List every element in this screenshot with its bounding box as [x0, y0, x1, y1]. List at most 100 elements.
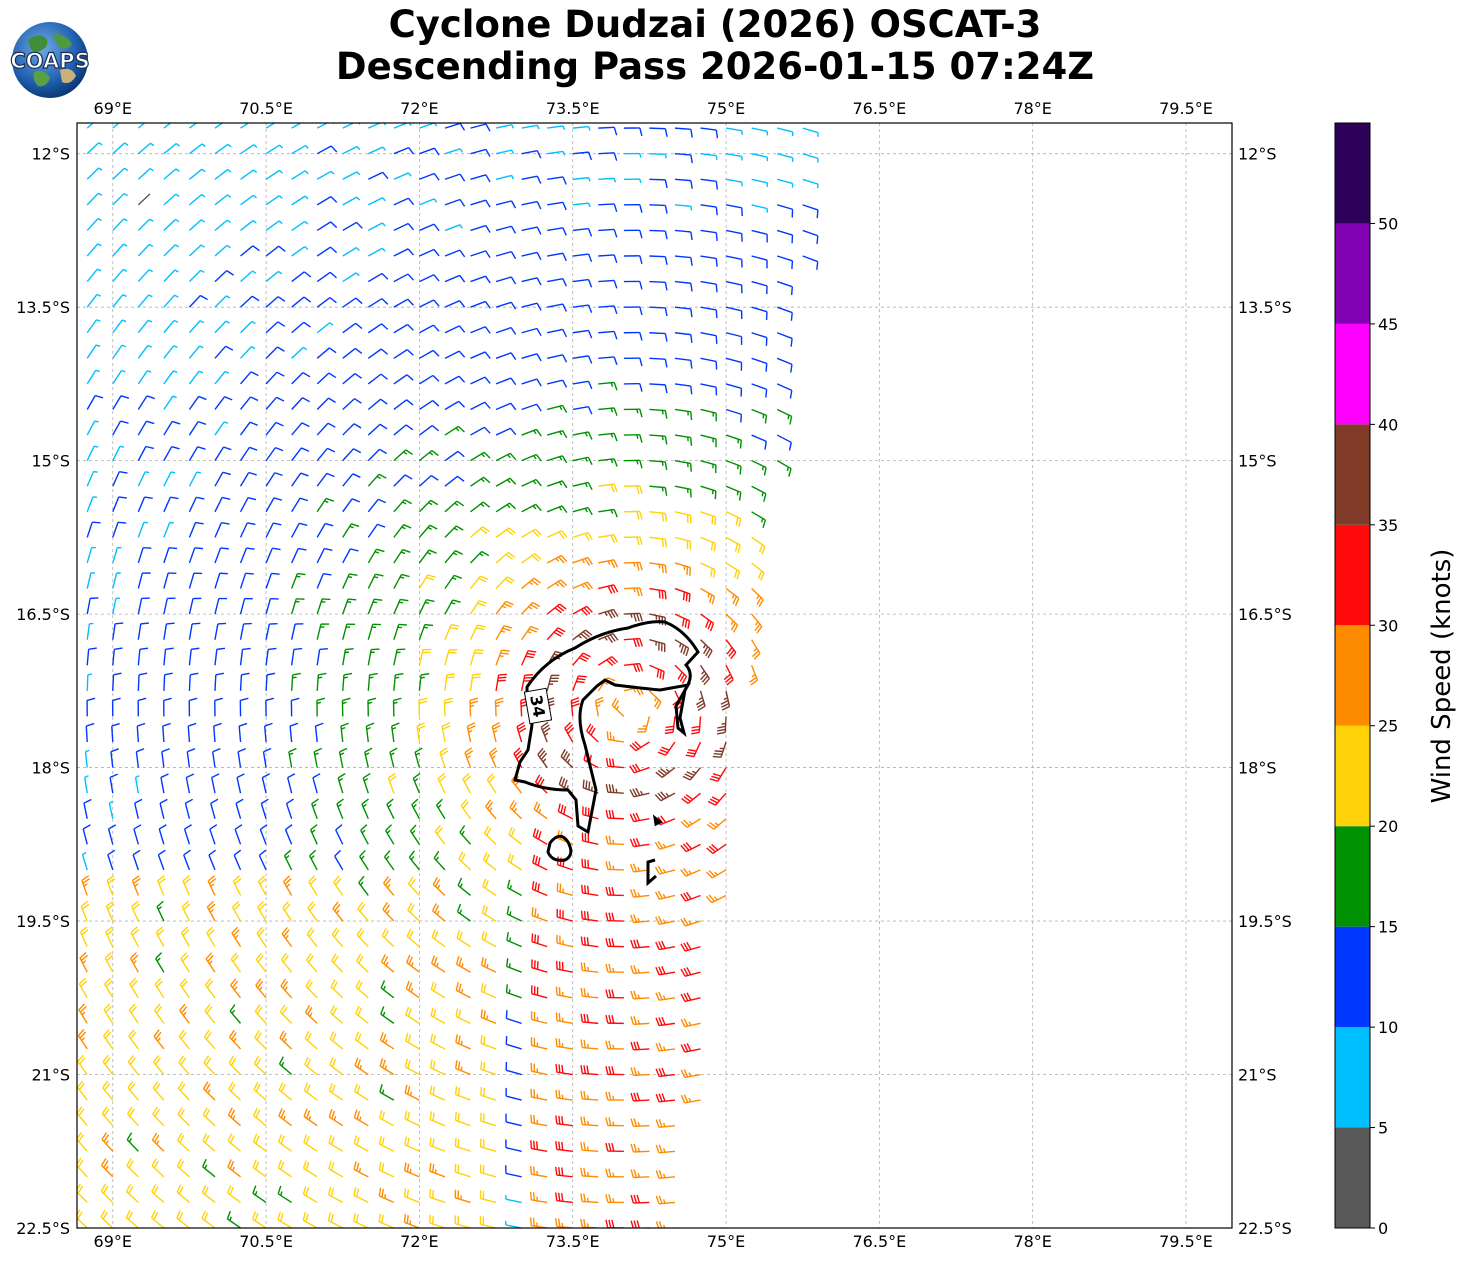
wind-barb [153, 1081, 164, 1100]
wind-barb [726, 563, 740, 579]
wind-barb [368, 424, 387, 435]
wind-barb [457, 930, 471, 946]
wind-barb [726, 486, 741, 500]
wind-barb [177, 1159, 189, 1177]
wind-barb [133, 850, 140, 870]
wind-barb [726, 282, 742, 294]
wind-barb [419, 174, 439, 181]
wind-barb [606, 861, 624, 870]
wind-barb [215, 170, 231, 180]
wind-barb [484, 826, 496, 844]
wind-barb [419, 249, 439, 256]
wind-barb [288, 774, 295, 793]
wind-barb [471, 276, 491, 283]
wind-barb [368, 499, 385, 512]
wind-barb [471, 352, 491, 359]
wind-barb [624, 486, 642, 494]
wind-barb [317, 423, 335, 435]
wind-barb [675, 179, 692, 188]
wind-barb [556, 1012, 572, 1023]
wind-barb [598, 357, 617, 365]
wind-barb [471, 527, 490, 538]
wind-barb [292, 120, 309, 128]
wind-barb [113, 269, 127, 281]
wind-barb [155, 978, 164, 997]
wind-barb [445, 575, 462, 588]
lat-label-left: 18°S [31, 759, 70, 778]
wind-barb [113, 548, 122, 563]
wind-barb [233, 901, 241, 921]
wind-barb [215, 422, 228, 435]
wind-barb [241, 271, 256, 282]
wind-barb [456, 982, 470, 997]
wind-barb [357, 954, 369, 972]
wind-barb [77, 1132, 88, 1151]
wind-barb [471, 551, 489, 562]
wind-barb [533, 828, 547, 844]
wind-barb [357, 928, 368, 947]
wind-barb [394, 274, 414, 282]
wind-barb [631, 940, 650, 948]
wind-barb [189, 346, 203, 358]
wind-barb [573, 152, 592, 160]
wind-barb [205, 979, 214, 998]
wind-barb [164, 648, 174, 665]
wind-barb [419, 199, 436, 205]
wind-barb [317, 473, 334, 486]
wind-barb [656, 966, 675, 975]
wind-barb [431, 1008, 445, 1024]
wind-barb [582, 833, 598, 845]
wind-barb [188, 723, 196, 742]
wind-barb [355, 1058, 368, 1075]
wind-barb [532, 933, 547, 946]
wind-barb [506, 1062, 521, 1075]
wind-barb [624, 128, 642, 136]
wind-barb [681, 967, 700, 976]
wind-barb [317, 574, 331, 589]
wind-barb [675, 563, 690, 576]
colorbar-bin [1335, 123, 1370, 223]
wind-barb [380, 1058, 394, 1074]
wind-barb [355, 1084, 369, 1100]
wind-barb [343, 121, 360, 128]
wind-barb [138, 522, 148, 537]
wind-barb [390, 748, 397, 767]
wind-barb [257, 927, 266, 946]
wind-barb [456, 1008, 470, 1023]
wind-barb [419, 224, 439, 231]
wind-barb [394, 550, 411, 563]
wind-barb [305, 1057, 317, 1075]
wind-barb [130, 953, 138, 973]
wind-barb [607, 758, 624, 768]
colorbar-bin [1335, 525, 1370, 625]
wind-barb [87, 648, 97, 665]
wind-barb [280, 1005, 291, 1023]
wind-barb [363, 774, 370, 794]
wind-barb [675, 333, 692, 343]
wind-barb [392, 723, 400, 742]
wind-barb [471, 251, 491, 258]
wind-barb [266, 322, 285, 333]
wind-barb [606, 1015, 624, 1023]
wind-barb [777, 128, 793, 136]
wind-barb [656, 1093, 675, 1101]
wind-barb [681, 843, 701, 852]
wind-barb [606, 964, 624, 972]
lat-label-left: 13.5°S [16, 298, 70, 317]
lat-label-right: 19.5°S [1238, 912, 1292, 931]
wind-barb [445, 674, 455, 691]
wind-barb [444, 698, 452, 716]
wind-barb [506, 1010, 521, 1023]
wind-barb [706, 895, 726, 903]
wind-barb [506, 1221, 522, 1228]
wind-barb [337, 799, 344, 819]
wind-barb [522, 354, 542, 361]
wind-barb [419, 525, 437, 537]
wind-barb [430, 1137, 445, 1151]
wind-barb [241, 170, 257, 179]
wind-barb [649, 230, 667, 239]
wind-barb [419, 426, 438, 435]
wind-barb [480, 1216, 496, 1228]
wind-barb [329, 1213, 343, 1228]
wind-barb [333, 902, 343, 921]
